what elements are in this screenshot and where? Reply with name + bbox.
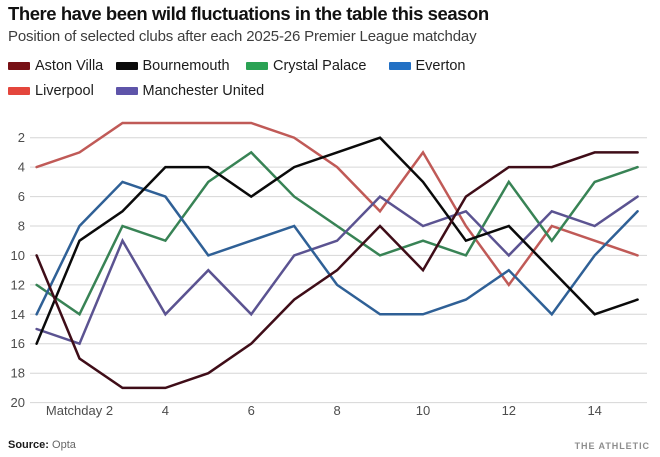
svg-text:12: 12 [502,403,516,418]
svg-text:8: 8 [333,403,340,418]
svg-text:4: 4 [18,160,25,175]
svg-text:10: 10 [11,248,25,263]
svg-text:14: 14 [11,307,25,322]
svg-text:14: 14 [587,403,601,418]
svg-text:18: 18 [11,366,25,381]
svg-text:10: 10 [416,403,430,418]
svg-text:20: 20 [11,395,25,410]
svg-text:4: 4 [162,403,169,418]
svg-text:Matchday 2: Matchday 2 [46,403,113,418]
svg-text:12: 12 [11,277,25,292]
svg-text:2: 2 [18,130,25,145]
svg-text:8: 8 [18,219,25,234]
svg-text:16: 16 [11,336,25,351]
svg-text:6: 6 [248,403,255,418]
svg-text:6: 6 [18,189,25,204]
